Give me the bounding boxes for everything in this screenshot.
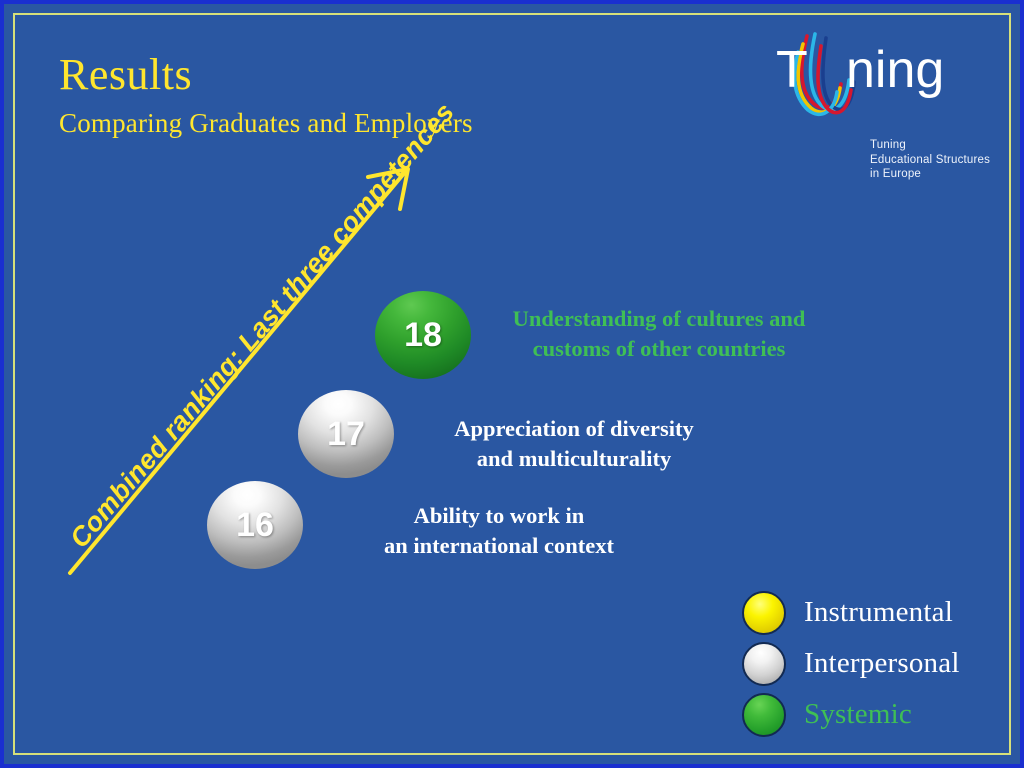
tuning-logo-mark: T ning: [776, 32, 944, 117]
legend: Instrumental Interpersonal Systemic: [742, 587, 960, 740]
logo-letter-t: T: [776, 41, 808, 99]
page-title: Results: [59, 50, 193, 99]
legend-label-instrumental: Instrumental: [804, 596, 953, 628]
up-right-arrow-icon: [68, 167, 410, 575]
legend-swatch-instrumental: [742, 590, 786, 635]
legend-item-systemic[interactable]: Systemic: [742, 689, 960, 740]
legend-label-systemic: Systemic: [804, 698, 912, 730]
legend-label-interpersonal: Interpersonal: [804, 647, 960, 679]
rank-ball-17[interactable]: 17: [298, 390, 394, 478]
legend-swatch-systemic: [742, 692, 786, 737]
competence-label-18: Understanding of cultures and customs of…: [512, 306, 806, 361]
tuning-logo: T ning Tuning Educational Structures in …: [774, 30, 1009, 180]
legend-swatch-interpersonal: [742, 641, 786, 686]
legend-item-instrumental[interactable]: Instrumental: [742, 587, 960, 638]
competence-label-17: Appreciation of diversity and multicultu…: [454, 416, 694, 471]
logo-tagline: Tuning Educational Structures in Europe: [870, 139, 991, 181]
legend-item-interpersonal[interactable]: Interpersonal: [742, 638, 960, 689]
title-block: Results Comparing Graduates and Employer…: [59, 50, 473, 139]
page-subtitle: Comparing Graduates and Employers: [59, 108, 473, 139]
rank-ball-18[interactable]: 18: [375, 291, 471, 379]
rank-ball-16[interactable]: 16: [207, 481, 303, 569]
logo-letters-ning: ning: [846, 41, 944, 99]
competence-label-16: Ability to work in an international cont…: [384, 503, 614, 558]
